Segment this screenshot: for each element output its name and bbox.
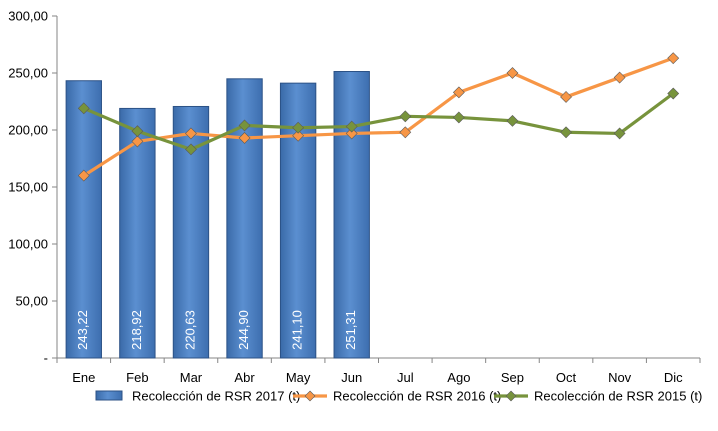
x-tick-label: Abr	[234, 370, 255, 385]
x-tick-label: Nov	[608, 370, 632, 385]
series-point	[561, 127, 572, 138]
x-tick-label: Ago	[447, 370, 470, 385]
bar-data-label: 220,63	[182, 310, 197, 350]
x-tick-label: Sep	[501, 370, 524, 385]
x-tick-label: Jun	[341, 370, 362, 385]
bar-series-2017: 243,22 218,92 220,63 244,90 241,10 251,31	[66, 72, 369, 358]
legend-entry-label: Recolección de RSR 2016 (t)	[333, 389, 501, 404]
y-tick-label: 100,00	[8, 237, 48, 252]
x-tick-label: Dic	[664, 370, 683, 385]
series-point	[453, 112, 464, 123]
series-point	[614, 72, 625, 83]
series-point	[507, 115, 518, 126]
x-tick-label: Ene	[72, 370, 95, 385]
y-tick-label: 250,00	[8, 66, 48, 81]
legend: Recolección de RSR 2017 (t) Recolección d…	[96, 389, 702, 404]
legend-entry-label: Recolección de RSR 2017 (t)	[132, 389, 300, 404]
legend-entry-label: Recolección de RSR 2015 (t)	[534, 389, 702, 404]
bar-data-label: 241,10	[290, 310, 305, 350]
x-tick-label: Mar	[180, 370, 203, 385]
bar-data-label: 218,92	[129, 310, 144, 350]
bar-data-label: 244,90	[236, 310, 251, 350]
y-tick-label: -	[44, 351, 48, 366]
series-point	[561, 91, 572, 102]
x-tick-label: Feb	[126, 370, 148, 385]
x-tick-label: Oct	[556, 370, 577, 385]
bar-data-label: 251,31	[343, 310, 358, 350]
y-tick-label: 200,00	[8, 123, 48, 138]
series-point	[400, 111, 411, 122]
x-tick-label: Jul	[397, 370, 414, 385]
legend-swatch-marker	[305, 391, 315, 401]
series-point	[668, 53, 679, 64]
y-tick-label: 50,00	[15, 294, 48, 309]
x-tick-label: May	[286, 370, 311, 385]
bar-data-label: 243,22	[75, 310, 90, 350]
legend-swatch-marker	[506, 391, 516, 401]
series-line	[84, 58, 673, 175]
y-tick-label: 300,00	[8, 9, 48, 24]
series-point	[507, 68, 518, 79]
legend-swatch	[96, 391, 122, 400]
series-line	[84, 94, 673, 150]
y-tick-label: 150,00	[8, 180, 48, 195]
line-series	[78, 53, 678, 181]
